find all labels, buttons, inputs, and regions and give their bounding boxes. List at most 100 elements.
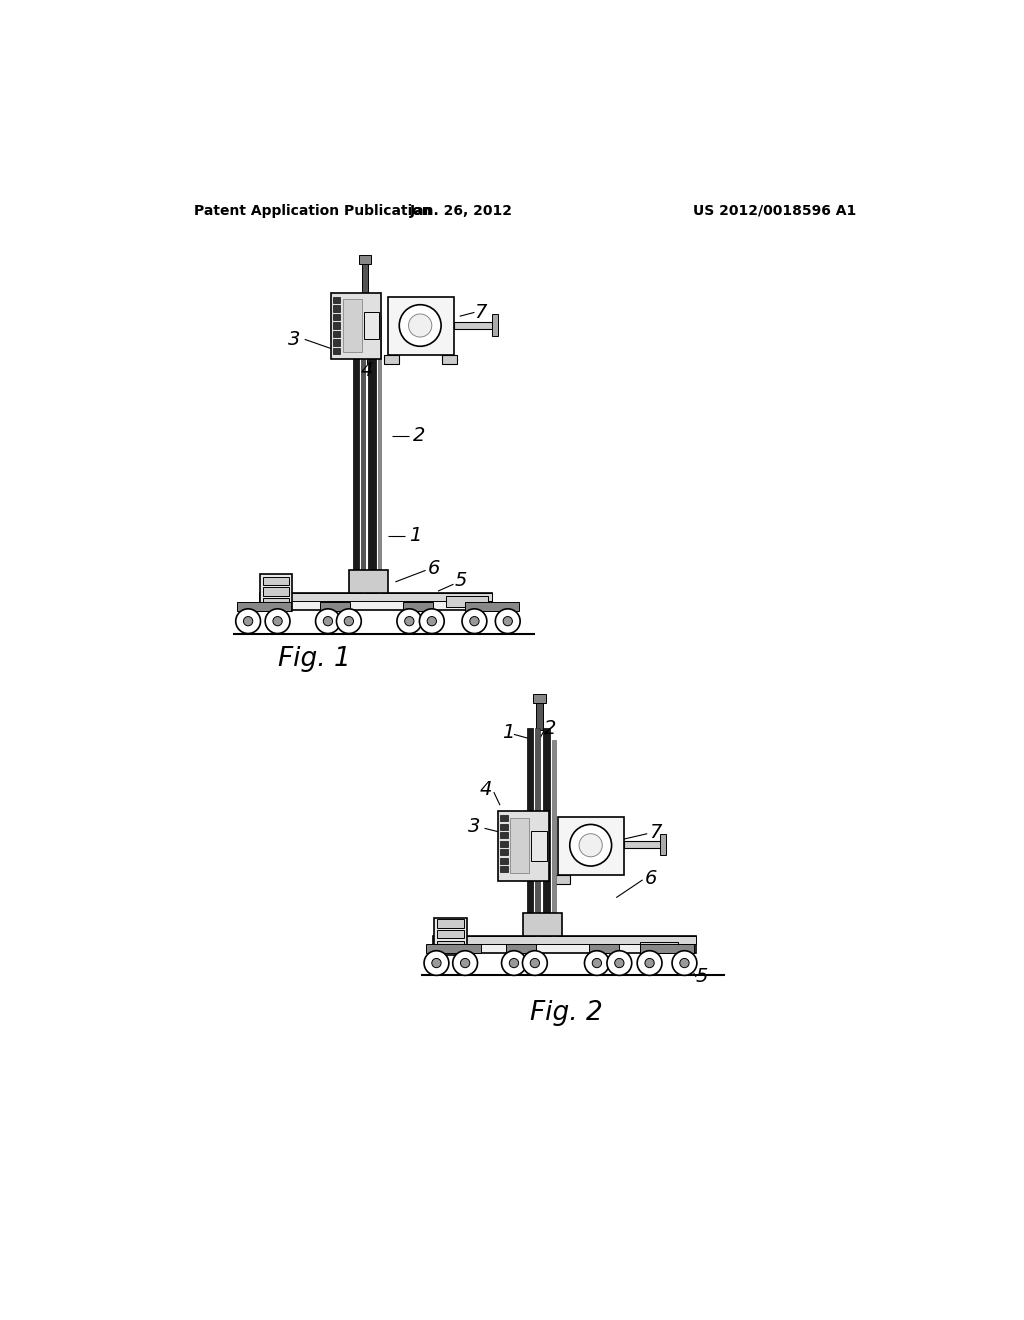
Bar bbox=[333, 339, 340, 346]
Circle shape bbox=[462, 609, 486, 634]
Bar bbox=[499, 812, 549, 880]
Bar bbox=[260, 574, 292, 611]
Text: US 2012/0018596 A1: US 2012/0018596 A1 bbox=[693, 203, 856, 218]
Bar bbox=[640, 942, 678, 952]
Bar bbox=[454, 322, 496, 329]
Bar bbox=[500, 849, 508, 855]
Circle shape bbox=[522, 950, 547, 975]
Bar bbox=[331, 293, 381, 359]
Circle shape bbox=[409, 314, 432, 337]
Bar bbox=[558, 817, 624, 874]
Bar bbox=[527, 729, 534, 936]
Bar bbox=[510, 817, 529, 873]
Circle shape bbox=[420, 609, 444, 634]
Circle shape bbox=[614, 958, 624, 968]
Circle shape bbox=[424, 950, 449, 975]
Bar bbox=[333, 322, 340, 329]
Circle shape bbox=[453, 950, 477, 975]
Bar bbox=[500, 832, 508, 838]
Bar bbox=[263, 577, 289, 585]
Bar bbox=[260, 594, 493, 610]
Circle shape bbox=[324, 616, 333, 626]
Text: 5: 5 bbox=[695, 966, 708, 986]
Bar bbox=[500, 816, 508, 821]
Bar bbox=[349, 570, 388, 594]
Circle shape bbox=[607, 950, 632, 975]
Text: 6: 6 bbox=[645, 869, 657, 888]
Bar bbox=[333, 305, 340, 312]
Bar bbox=[369, 301, 376, 594]
Bar bbox=[378, 317, 381, 594]
Circle shape bbox=[672, 950, 697, 975]
Text: 4: 4 bbox=[360, 360, 373, 380]
Circle shape bbox=[404, 616, 414, 626]
Text: 4: 4 bbox=[480, 780, 493, 800]
Circle shape bbox=[502, 950, 526, 975]
Circle shape bbox=[592, 958, 601, 968]
Bar bbox=[364, 313, 379, 339]
Bar bbox=[333, 314, 340, 321]
Circle shape bbox=[265, 609, 290, 634]
Bar bbox=[493, 314, 499, 335]
Bar bbox=[437, 941, 464, 949]
Circle shape bbox=[244, 616, 253, 626]
Bar bbox=[432, 936, 696, 953]
Text: 2: 2 bbox=[544, 718, 557, 738]
Text: Fig. 1: Fig. 1 bbox=[278, 645, 350, 672]
Bar bbox=[343, 300, 362, 351]
Bar bbox=[500, 824, 508, 830]
Text: 7: 7 bbox=[649, 822, 662, 842]
Circle shape bbox=[273, 616, 283, 626]
Circle shape bbox=[645, 958, 654, 968]
Bar bbox=[434, 917, 467, 954]
Bar bbox=[535, 729, 540, 936]
Circle shape bbox=[503, 616, 512, 626]
Bar bbox=[500, 866, 508, 873]
Bar bbox=[362, 263, 369, 294]
Bar bbox=[333, 331, 340, 337]
Circle shape bbox=[236, 609, 260, 634]
Text: 7: 7 bbox=[474, 302, 486, 322]
Bar bbox=[543, 729, 550, 936]
Bar bbox=[465, 602, 519, 611]
Circle shape bbox=[680, 958, 689, 968]
Circle shape bbox=[344, 616, 353, 626]
Text: 5: 5 bbox=[455, 570, 467, 590]
Bar bbox=[352, 301, 359, 594]
Bar bbox=[263, 587, 289, 595]
Bar bbox=[321, 602, 349, 611]
Bar bbox=[437, 929, 464, 939]
Bar bbox=[237, 602, 291, 611]
Circle shape bbox=[496, 609, 520, 634]
Text: 3: 3 bbox=[289, 330, 301, 348]
Bar bbox=[624, 841, 663, 849]
Bar bbox=[426, 944, 480, 953]
Text: 1: 1 bbox=[502, 722, 514, 742]
Bar bbox=[384, 355, 399, 364]
Bar bbox=[333, 348, 340, 354]
Circle shape bbox=[337, 609, 361, 634]
Bar bbox=[445, 595, 488, 607]
Circle shape bbox=[637, 950, 662, 975]
Bar bbox=[506, 944, 536, 953]
Circle shape bbox=[509, 958, 518, 968]
Bar bbox=[500, 858, 508, 863]
Circle shape bbox=[399, 305, 441, 346]
Circle shape bbox=[461, 958, 470, 968]
Bar bbox=[432, 936, 696, 944]
Bar bbox=[442, 355, 458, 364]
Bar bbox=[552, 739, 556, 936]
Bar bbox=[403, 602, 432, 611]
Circle shape bbox=[432, 958, 441, 968]
Bar bbox=[333, 297, 340, 304]
Bar bbox=[534, 693, 546, 702]
Circle shape bbox=[530, 958, 540, 968]
Bar bbox=[659, 834, 666, 855]
Circle shape bbox=[579, 834, 602, 857]
Text: Jan. 26, 2012: Jan. 26, 2012 bbox=[410, 203, 513, 218]
Bar bbox=[388, 297, 454, 355]
Circle shape bbox=[470, 616, 479, 626]
Bar bbox=[359, 255, 372, 264]
Circle shape bbox=[427, 616, 436, 626]
Bar bbox=[523, 913, 562, 936]
